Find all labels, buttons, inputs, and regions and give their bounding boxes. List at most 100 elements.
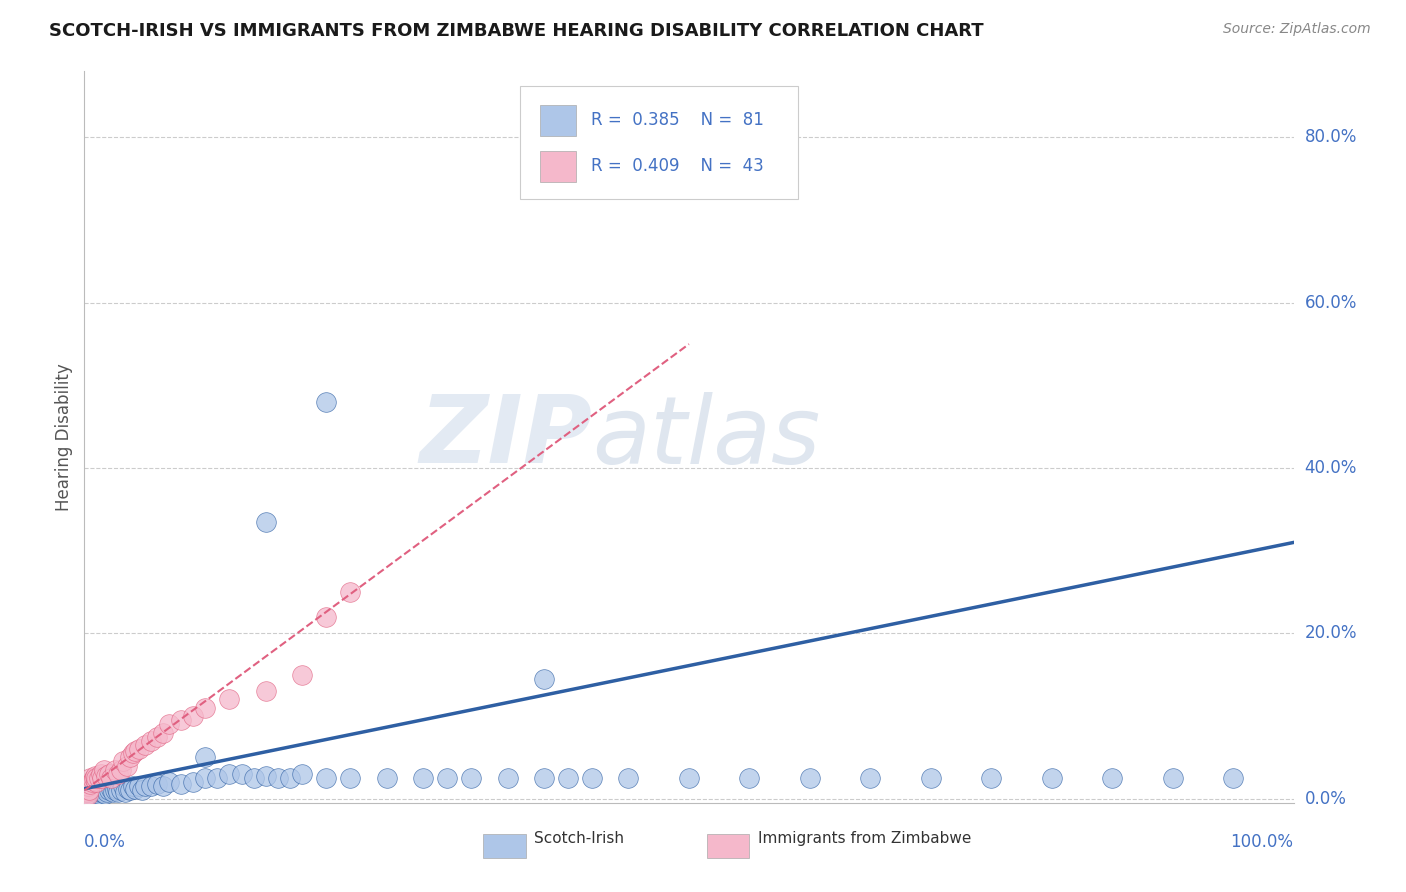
Point	[124, 744, 146, 758]
Point	[79, 787, 101, 801]
Point	[134, 738, 156, 752]
Point	[86, 771, 108, 785]
Point	[128, 742, 150, 756]
Point	[617, 771, 640, 785]
Point	[77, 788, 100, 802]
Point	[94, 768, 117, 782]
Point	[100, 771, 122, 785]
Point	[315, 610, 337, 624]
Point	[104, 763, 127, 777]
Point	[100, 781, 122, 796]
Point	[93, 783, 115, 797]
Point	[920, 771, 942, 785]
Point	[254, 768, 277, 782]
Point	[77, 788, 100, 802]
Point	[218, 767, 240, 781]
Point	[557, 771, 579, 785]
Point	[86, 785, 108, 799]
Text: Scotch-Irish: Scotch-Irish	[534, 831, 624, 847]
Point	[291, 767, 314, 781]
Point	[87, 787, 110, 801]
Text: 60.0%: 60.0%	[1305, 293, 1357, 312]
Text: R =  0.385    N =  81: R = 0.385 N = 81	[591, 112, 763, 129]
Point	[980, 771, 1002, 785]
Text: 40.0%: 40.0%	[1305, 459, 1357, 477]
Point	[103, 785, 125, 799]
Point	[339, 771, 361, 785]
Point	[82, 783, 104, 797]
Point	[75, 783, 97, 797]
Point	[107, 785, 129, 799]
Point	[436, 771, 458, 785]
Point	[79, 783, 101, 797]
Text: Immigrants from Zimbabwe: Immigrants from Zimbabwe	[758, 831, 972, 847]
Point	[146, 777, 169, 791]
Point	[375, 771, 398, 785]
Point	[134, 779, 156, 793]
Point	[533, 771, 555, 785]
Point	[77, 783, 100, 797]
Point	[460, 771, 482, 785]
Point	[121, 746, 143, 760]
Point	[77, 783, 100, 797]
FancyBboxPatch shape	[540, 151, 576, 182]
Point	[91, 771, 114, 785]
Point	[194, 750, 217, 764]
Point	[152, 725, 174, 739]
Point	[97, 783, 120, 797]
Point	[82, 773, 104, 788]
Point	[267, 771, 290, 785]
Point	[146, 730, 169, 744]
Point	[1222, 771, 1244, 785]
Point	[75, 788, 97, 802]
Point	[799, 771, 821, 785]
Point	[105, 781, 128, 796]
Point	[152, 779, 174, 793]
Point	[110, 763, 132, 777]
Point	[112, 755, 135, 769]
Text: 80.0%: 80.0%	[1305, 128, 1357, 146]
Point	[131, 783, 153, 797]
Point	[87, 771, 110, 785]
Point	[84, 781, 107, 796]
Point	[181, 709, 204, 723]
Point	[117, 781, 139, 796]
Point	[207, 771, 229, 785]
Point	[170, 777, 193, 791]
Point	[89, 785, 111, 799]
Text: R =  0.409    N =  43: R = 0.409 N = 43	[591, 158, 763, 176]
Point	[339, 585, 361, 599]
Point	[75, 788, 97, 802]
Point	[86, 775, 108, 789]
Point	[83, 771, 105, 785]
FancyBboxPatch shape	[484, 834, 526, 858]
Point	[112, 779, 135, 793]
Point	[121, 779, 143, 793]
Point	[678, 771, 700, 785]
Point	[76, 779, 98, 793]
Point	[254, 684, 277, 698]
Point	[315, 771, 337, 785]
Point	[412, 771, 434, 785]
Point	[77, 785, 100, 799]
Point	[242, 771, 264, 785]
Point	[315, 395, 337, 409]
Point	[76, 785, 98, 799]
Text: 0.0%: 0.0%	[1305, 789, 1347, 807]
Point	[84, 768, 107, 782]
Point	[231, 767, 253, 781]
Point	[170, 713, 193, 727]
Point	[77, 781, 100, 796]
Point	[104, 783, 127, 797]
Point	[94, 787, 117, 801]
Point	[120, 783, 142, 797]
Point	[90, 783, 112, 797]
Point	[115, 758, 138, 772]
Point	[97, 767, 120, 781]
Point	[114, 785, 136, 799]
Point	[496, 771, 519, 785]
Point	[90, 767, 112, 781]
Point	[1161, 771, 1184, 785]
Y-axis label: Hearing Disability: Hearing Disability	[55, 363, 73, 511]
Text: 100.0%: 100.0%	[1230, 833, 1294, 851]
